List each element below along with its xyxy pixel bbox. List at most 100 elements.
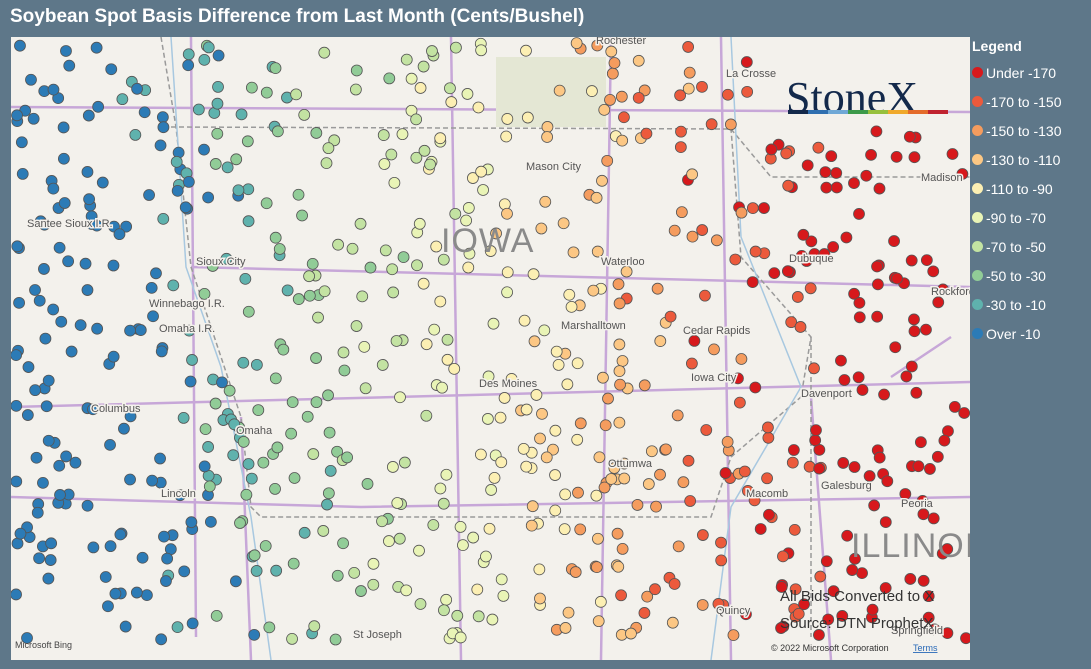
bid-dot[interactable] [481, 413, 494, 425]
bid-dot[interactable] [47, 83, 60, 96]
bid-dot[interactable] [475, 44, 488, 57]
bid-dot[interactable] [57, 152, 70, 165]
bid-dot[interactable] [613, 416, 626, 429]
bid-dot[interactable] [611, 527, 624, 540]
bid-dot[interactable] [775, 622, 787, 634]
bid-dot[interactable] [161, 552, 174, 565]
bid-dot[interactable] [696, 529, 709, 541]
bid-dot[interactable] [441, 333, 454, 346]
bid-dot[interactable] [914, 436, 927, 449]
bid-dot[interactable] [450, 41, 462, 54]
bid-dot[interactable] [835, 354, 847, 367]
bid-dot[interactable] [521, 111, 534, 124]
bid-dot[interactable] [605, 45, 618, 58]
bid-dot[interactable] [42, 434, 55, 447]
bid-dot[interactable] [298, 526, 311, 539]
bid-dot[interactable] [54, 489, 66, 501]
bid-dot[interactable] [612, 278, 625, 291]
bid-dot[interactable] [331, 445, 343, 458]
bid-dot[interactable] [721, 88, 734, 101]
bid-dot[interactable] [332, 238, 344, 251]
bid-dot[interactable] [441, 353, 454, 366]
bid-dot[interactable] [428, 323, 441, 336]
bid-dot[interactable] [245, 472, 258, 485]
bid-dot[interactable] [178, 565, 191, 578]
legend-item[interactable]: Under -170 [972, 58, 1062, 87]
bid-dot[interactable] [290, 88, 303, 101]
bid-dot[interactable] [235, 108, 248, 121]
bid-dot[interactable] [674, 89, 687, 102]
bid-dot[interactable] [518, 314, 531, 327]
bid-dot[interactable] [705, 118, 718, 131]
bid-dot[interactable] [497, 590, 510, 602]
legend-item[interactable]: -110 to -90 [972, 174, 1062, 203]
bid-dot[interactable] [586, 85, 598, 97]
bid-dot[interactable] [30, 451, 43, 464]
bid-dot[interactable] [615, 90, 628, 103]
bid-dot[interactable] [209, 397, 222, 410]
bid-dot[interactable] [11, 109, 23, 122]
bid-dot[interactable] [808, 362, 820, 375]
bid-dot[interactable] [40, 400, 53, 413]
bid-dot[interactable] [444, 82, 456, 95]
bid-dot[interactable] [245, 81, 258, 94]
bid-dot[interactable] [482, 370, 495, 383]
bid-dot[interactable] [487, 317, 500, 330]
bid-dot[interactable] [668, 578, 681, 590]
bid-dot[interactable] [232, 184, 245, 197]
bid-dot[interactable] [424, 158, 436, 171]
bid-dot[interactable] [179, 201, 192, 214]
bid-dot[interactable] [25, 73, 37, 86]
bid-dot[interactable] [917, 508, 930, 521]
bid-dot[interactable] [248, 549, 261, 562]
bid-dot[interactable] [377, 129, 390, 141]
bid-dot[interactable] [242, 458, 255, 470]
bid-dot[interactable] [350, 64, 363, 77]
bid-dot[interactable] [866, 603, 879, 616]
bid-dot[interactable] [574, 417, 587, 430]
bid-dot[interactable] [803, 460, 816, 473]
bid-dot[interactable] [488, 472, 501, 484]
bid-dot[interactable] [889, 341, 902, 354]
bid-dot[interactable] [754, 523, 767, 535]
bid-dot[interactable] [616, 134, 629, 147]
bid-dot[interactable] [710, 234, 723, 247]
bid-dot[interactable] [398, 456, 411, 469]
bid-dot[interactable] [788, 523, 801, 536]
bid-dot[interactable] [484, 245, 497, 257]
bid-dot[interactable] [310, 396, 323, 409]
bid-dot[interactable] [872, 278, 884, 291]
bid-dot[interactable] [780, 147, 793, 160]
bid-dot[interactable] [154, 139, 167, 152]
bid-dot[interactable] [729, 253, 742, 266]
bid-dot[interactable] [356, 290, 369, 303]
bid-dot[interactable] [250, 358, 263, 371]
bid-dot[interactable] [79, 257, 92, 270]
bid-dot[interactable] [530, 389, 543, 401]
bid-dot[interactable] [182, 48, 195, 61]
bid-dot[interactable] [761, 472, 773, 485]
bid-dot[interactable] [250, 565, 263, 577]
bid-dot[interactable] [400, 584, 413, 597]
bid-dot[interactable] [912, 460, 925, 473]
bid-dot[interactable] [466, 172, 479, 184]
bid-dot[interactable] [288, 472, 301, 484]
bid-dot[interactable] [682, 41, 695, 53]
bid-dot[interactable] [618, 111, 630, 124]
bid-dot[interactable] [460, 214, 473, 227]
bid-dot[interactable] [285, 427, 298, 440]
bid-dot[interactable] [495, 573, 508, 586]
bid-dot[interactable] [735, 353, 748, 365]
bid-dot[interactable] [675, 125, 687, 138]
bid-dot[interactable] [47, 303, 60, 316]
legend-item[interactable]: -130 to -110 [972, 145, 1062, 174]
bid-dot[interactable] [922, 611, 935, 624]
bid-dot[interactable] [141, 589, 153, 602]
bid-dot[interactable] [561, 378, 574, 391]
bid-dot[interactable] [11, 349, 22, 362]
bid-dot[interactable] [941, 543, 954, 555]
bid-dot[interactable] [182, 59, 195, 72]
bid-dot[interactable] [322, 142, 335, 155]
bid-dot[interactable] [386, 461, 399, 473]
bid-dot[interactable] [400, 53, 413, 66]
